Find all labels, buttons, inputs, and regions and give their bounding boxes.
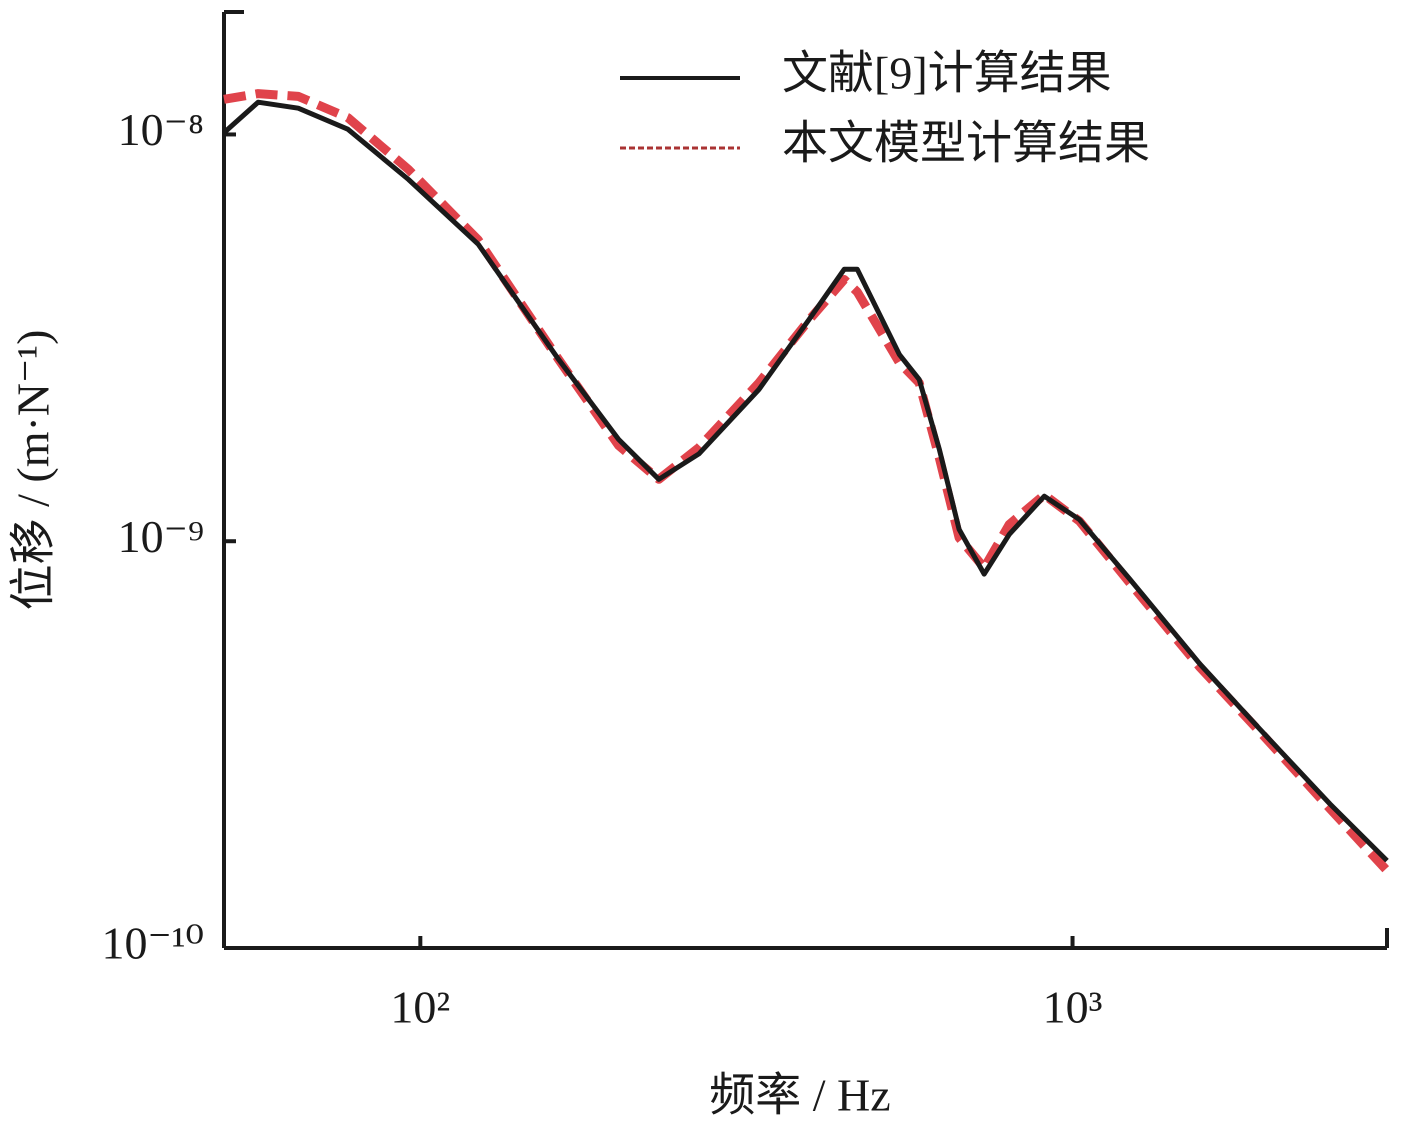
y-axis-title: 位移 / (m·N⁻¹) xyxy=(8,330,59,611)
x-tick-label: 10² xyxy=(390,982,450,1033)
y-tick-label: 10⁻¹⁰ xyxy=(101,918,204,969)
y-tick-label: 10⁻⁸ xyxy=(118,104,204,155)
y-tick-label: 10⁻⁹ xyxy=(118,511,204,562)
x-tick-label: 10³ xyxy=(1043,982,1103,1033)
line-series xyxy=(223,89,1391,874)
legend-label: 本文模型计算结果 xyxy=(782,118,1150,169)
x-axis-title: 频率 / Hz xyxy=(709,1070,890,1121)
line-series xyxy=(222,99,1389,863)
legend-label: 文献[9]计算结果 xyxy=(782,48,1112,99)
